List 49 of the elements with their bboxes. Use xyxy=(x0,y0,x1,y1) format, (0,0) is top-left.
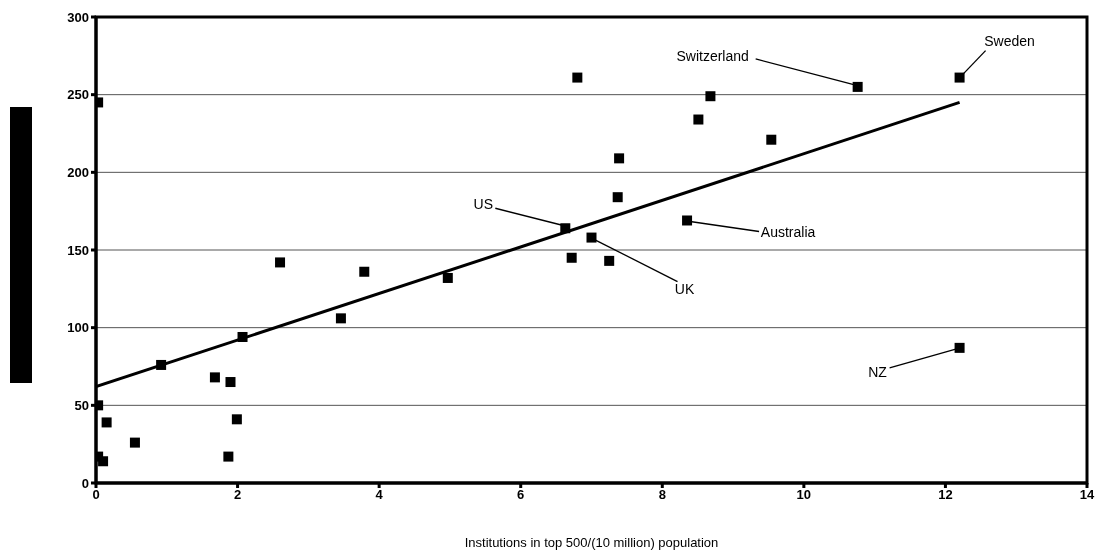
point xyxy=(572,72,583,83)
y-tick-label: 250 xyxy=(67,87,89,103)
point xyxy=(223,451,234,462)
point xyxy=(129,437,140,448)
point xyxy=(237,331,248,342)
annotation: Switzerland xyxy=(676,47,749,64)
annotation: Sweden xyxy=(984,32,1035,49)
point xyxy=(275,257,286,268)
y-tick-label: 50 xyxy=(74,397,89,413)
x-tick-label: 0 xyxy=(92,487,100,503)
y-tick-label: 0 xyxy=(81,475,89,491)
point xyxy=(852,81,863,92)
point xyxy=(156,359,167,370)
x-tick-label: 2 xyxy=(233,487,242,503)
point xyxy=(335,313,346,324)
annotation: US xyxy=(473,196,494,213)
point xyxy=(359,266,370,277)
point xyxy=(614,153,625,164)
point xyxy=(693,114,704,125)
point xyxy=(566,252,577,263)
point xyxy=(705,91,716,102)
y-tick-label: 300 xyxy=(67,9,89,25)
x-tick-label: 6 xyxy=(517,487,525,503)
x-axis-title: Institutions in top 500/(10 million) population xyxy=(464,535,719,550)
point xyxy=(954,342,965,353)
point xyxy=(98,456,109,467)
point xyxy=(612,192,623,203)
point xyxy=(231,414,242,425)
annotation: NZ xyxy=(868,363,888,380)
point xyxy=(442,272,453,283)
x-tick-label: 10 xyxy=(796,487,812,503)
point xyxy=(225,377,236,388)
point xyxy=(954,72,965,83)
y-tick-label: 150 xyxy=(67,242,89,258)
y-tick-label: 200 xyxy=(67,164,89,180)
x-tick-label: 14 xyxy=(1079,487,1095,503)
point xyxy=(682,215,693,226)
x-tick-label: 12 xyxy=(938,487,953,503)
point xyxy=(560,223,571,234)
annotation: UK xyxy=(674,280,695,297)
annotation: Australia xyxy=(760,224,816,241)
point xyxy=(586,232,597,243)
x-tick-label: 4 xyxy=(375,487,384,503)
point xyxy=(604,255,615,266)
x-tick-label: 8 xyxy=(658,487,666,503)
point xyxy=(101,417,112,428)
point xyxy=(766,134,777,145)
point xyxy=(209,372,220,383)
y-tick-label: 100 xyxy=(67,320,89,336)
